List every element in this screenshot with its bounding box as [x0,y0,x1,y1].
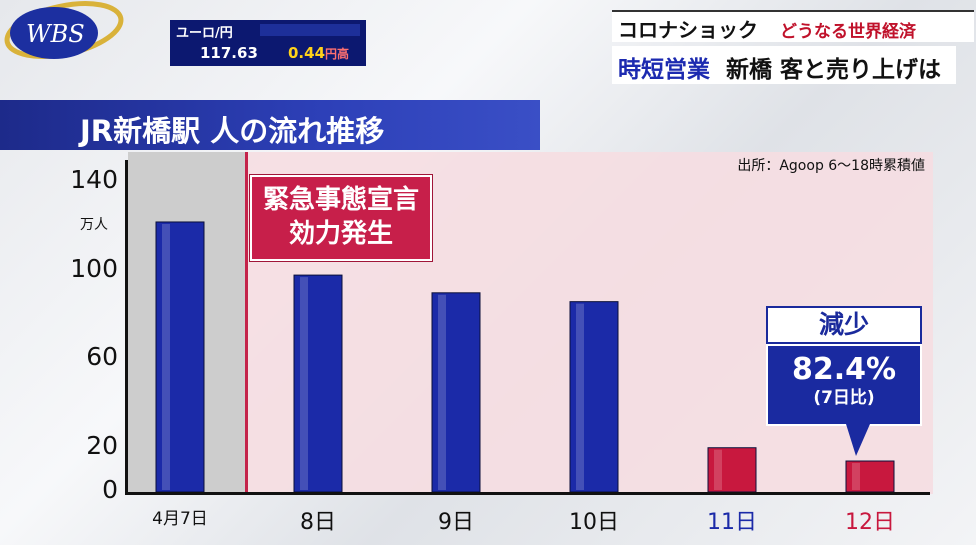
event-line-1: 緊急事態宣言 [262,185,419,215]
callout-note: (7日比) [813,388,875,408]
ticker-scroll [260,24,360,36]
decrease-callout: 減少 82.4% (7日比) [766,306,922,426]
ticker-rate: 117.63 [200,44,258,62]
series-subtitle: どうなる世界経済 [780,22,916,42]
event-line-2: 効力発生 [288,219,393,249]
wbs-logo: WBS [0,0,150,66]
emergency-declaration-label: 緊急事態宣言 効力発生 [250,175,432,261]
bar-highlight-5 [852,463,860,490]
topic-detail: 新橋 客と売り上げは [726,57,942,83]
bar-5 [845,460,895,493]
bar-highlight-2 [438,294,446,490]
y-tick-label: 140 [70,165,118,195]
ticker-change: 0.44円高 [288,44,350,62]
ticker-pair: ユーロ/円 [176,26,233,41]
y-axis-line [125,160,128,494]
x-tick-label: 11日 [707,510,757,535]
bar-highlight-0 [162,223,170,490]
x-tick-label: 8日 [300,510,336,535]
callout-box: 82.4% (7日比) [766,344,922,426]
y-tick-label: 100 [70,253,118,283]
series-banner: コロナショック どうなる世界経済 [612,10,974,42]
bar-1 [293,274,343,493]
bar-2 [431,292,481,493]
x-axis-line [125,492,930,495]
y-tick-label: 60 [86,342,118,372]
x-tick-label: 4月7日 [152,509,208,529]
bar-3 [569,301,619,493]
callout-pointer [846,424,870,456]
y-axis-unit: 万人 [80,217,108,233]
bar-4 [707,447,757,493]
callout-value: 82.4% [791,352,897,387]
x-tick-label: 12日 [845,510,895,535]
y-tick-label: 0 [102,475,118,504]
y-tick-label: 20 [86,430,118,460]
declaration-divider [245,152,248,494]
chart-title-band: JR新橋駅 人の流れ推移 [0,100,540,150]
topic-banner: 時短営業 新橋 客と売り上げは [612,46,956,84]
series-title: コロナショック [618,18,758,42]
source-note: 出所：Agoop 6～18時累積値 [737,158,925,174]
bar-highlight-3 [576,303,584,490]
x-tick-label: 9日 [438,510,474,535]
svg-text:WBS: WBS [26,20,85,48]
x-tick-label: 10日 [569,510,619,535]
topic-title: 時短営業 [618,57,710,83]
callout-label: 減少 [766,306,922,344]
bar-highlight-4 [714,449,722,490]
currency-ticker: ユーロ/円 117.63 0.44円高 [170,20,366,66]
bar-0 [155,221,205,493]
chart-title: JR新橋駅 人の流れ推移 [80,114,385,148]
bar-highlight-1 [300,277,308,490]
